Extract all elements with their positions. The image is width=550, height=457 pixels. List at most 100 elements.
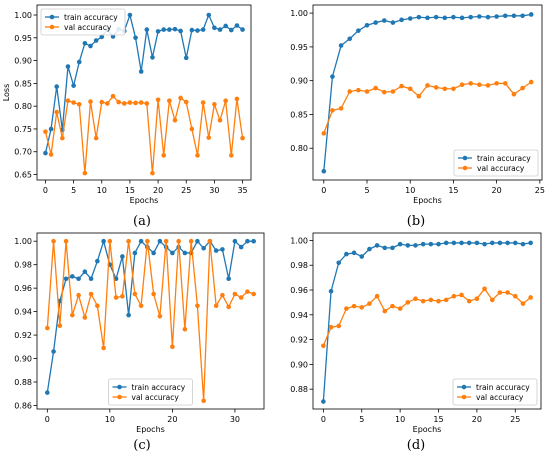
data-point-val xyxy=(373,85,378,91)
y-tick-label: 0.90 xyxy=(14,57,32,66)
data-point-train xyxy=(245,238,250,244)
axes-frame xyxy=(312,232,542,410)
data-point-train xyxy=(405,243,411,248)
panel-b: 0 5 10 15 20 25 0.80 0.85 0.90 0.95 1.00 Epochs trai… xyxy=(290,4,545,205)
data-point-train xyxy=(189,27,195,33)
data-point-train xyxy=(351,250,357,256)
caption-d: (d) xyxy=(407,438,425,453)
y-tick-label: 0.90 xyxy=(290,360,308,369)
data-point-val xyxy=(95,303,100,309)
data-point-train xyxy=(451,240,457,246)
data-point-val xyxy=(138,303,144,309)
data-point-val xyxy=(43,129,48,134)
data-point-train xyxy=(206,12,212,18)
y-tick-label: 1.00 xyxy=(14,237,32,246)
data-point-val xyxy=(71,100,76,105)
data-point-val xyxy=(167,98,172,103)
data-point-val xyxy=(397,306,403,311)
y-tick-label: 0.65 xyxy=(14,171,32,180)
data-point-val xyxy=(245,289,250,294)
legend-label: train accuracy xyxy=(132,383,186,392)
data-point-val xyxy=(474,296,480,301)
data-point-train xyxy=(126,312,131,318)
data-point-val xyxy=(477,82,482,88)
data-point-train xyxy=(170,250,175,256)
data-point-train xyxy=(485,14,491,20)
data-point-val xyxy=(120,294,125,299)
data-point-val xyxy=(60,135,65,141)
data-point-val xyxy=(520,301,526,306)
data-point-train xyxy=(344,251,349,257)
y-tick-label: 0.90 xyxy=(290,77,308,86)
data-point-train xyxy=(82,40,88,46)
data-point-val xyxy=(63,238,69,244)
data-point-val xyxy=(145,238,150,244)
legend-label: train accuracy xyxy=(64,13,118,22)
y-tick-label: 0.98 xyxy=(14,261,32,270)
data-point-val xyxy=(459,292,464,298)
data-point-train xyxy=(48,126,54,132)
x-tick-label: 30 xyxy=(209,186,219,195)
data-point-train xyxy=(407,16,413,21)
data-point-val xyxy=(170,344,175,350)
x-tick-label: 5 xyxy=(359,415,364,424)
caption-c: (c) xyxy=(133,438,150,453)
data-point-train xyxy=(505,240,510,246)
data-point-val xyxy=(505,290,510,295)
data-point-train xyxy=(459,240,464,246)
data-point-train xyxy=(151,250,156,256)
data-point-val xyxy=(82,315,88,320)
data-point-val xyxy=(51,238,56,244)
axes-frame xyxy=(36,232,265,410)
legend-label: val accuracy xyxy=(476,393,524,402)
data-point-train xyxy=(416,14,422,20)
legend-marker xyxy=(462,155,468,161)
y-tick-label: 0.86 xyxy=(14,401,32,410)
data-point-train xyxy=(157,238,163,244)
x-axis-label: Epochs xyxy=(130,196,159,205)
data-point-val xyxy=(528,79,534,85)
axes-frame xyxy=(312,4,543,181)
data-point-train xyxy=(45,390,50,395)
data-point-train xyxy=(520,13,525,19)
legend-marker xyxy=(49,24,55,30)
data-point-val xyxy=(93,135,99,141)
data-point-val xyxy=(466,298,472,304)
data-point-val xyxy=(110,93,116,99)
x-tick-label: 20 xyxy=(492,186,502,195)
data-point-train xyxy=(528,12,534,17)
legend-label: train accuracy xyxy=(476,383,530,392)
data-point-train xyxy=(482,241,487,247)
data-point-val xyxy=(399,83,404,89)
y-tick-label: 0.96 xyxy=(290,286,308,295)
data-point-train xyxy=(101,238,106,244)
data-point-val xyxy=(468,81,474,86)
data-point-train xyxy=(228,27,234,33)
data-point-train xyxy=(223,23,228,29)
data-point-train xyxy=(512,240,518,246)
data-point-val xyxy=(70,312,75,318)
data-point-train xyxy=(451,14,456,20)
series-line-train xyxy=(323,13,532,172)
legend-marker xyxy=(117,384,122,390)
x-axis-label: Epochs xyxy=(413,425,442,434)
data-point-val xyxy=(336,323,342,329)
data-point-train xyxy=(172,26,178,32)
y-tick-label: 1.00 xyxy=(290,236,308,245)
data-point-train xyxy=(347,36,353,42)
data-point-val xyxy=(321,343,326,349)
panel-a: 0 5 10 15 20 25 30 35 0.65 0.70 0.75 0.80 0.85 0.90 0.… xyxy=(2,4,252,205)
data-point-val xyxy=(330,108,335,113)
legend-box xyxy=(452,378,538,406)
x-tick-label: 20 xyxy=(153,186,163,195)
data-point-train xyxy=(356,28,361,33)
data-point-train xyxy=(489,240,495,246)
data-point-train xyxy=(336,260,342,266)
data-point-val xyxy=(443,297,449,303)
legend-marker xyxy=(49,14,55,20)
legend-marker xyxy=(117,394,122,400)
data-point-val xyxy=(433,85,439,90)
data-point-val xyxy=(451,86,456,92)
